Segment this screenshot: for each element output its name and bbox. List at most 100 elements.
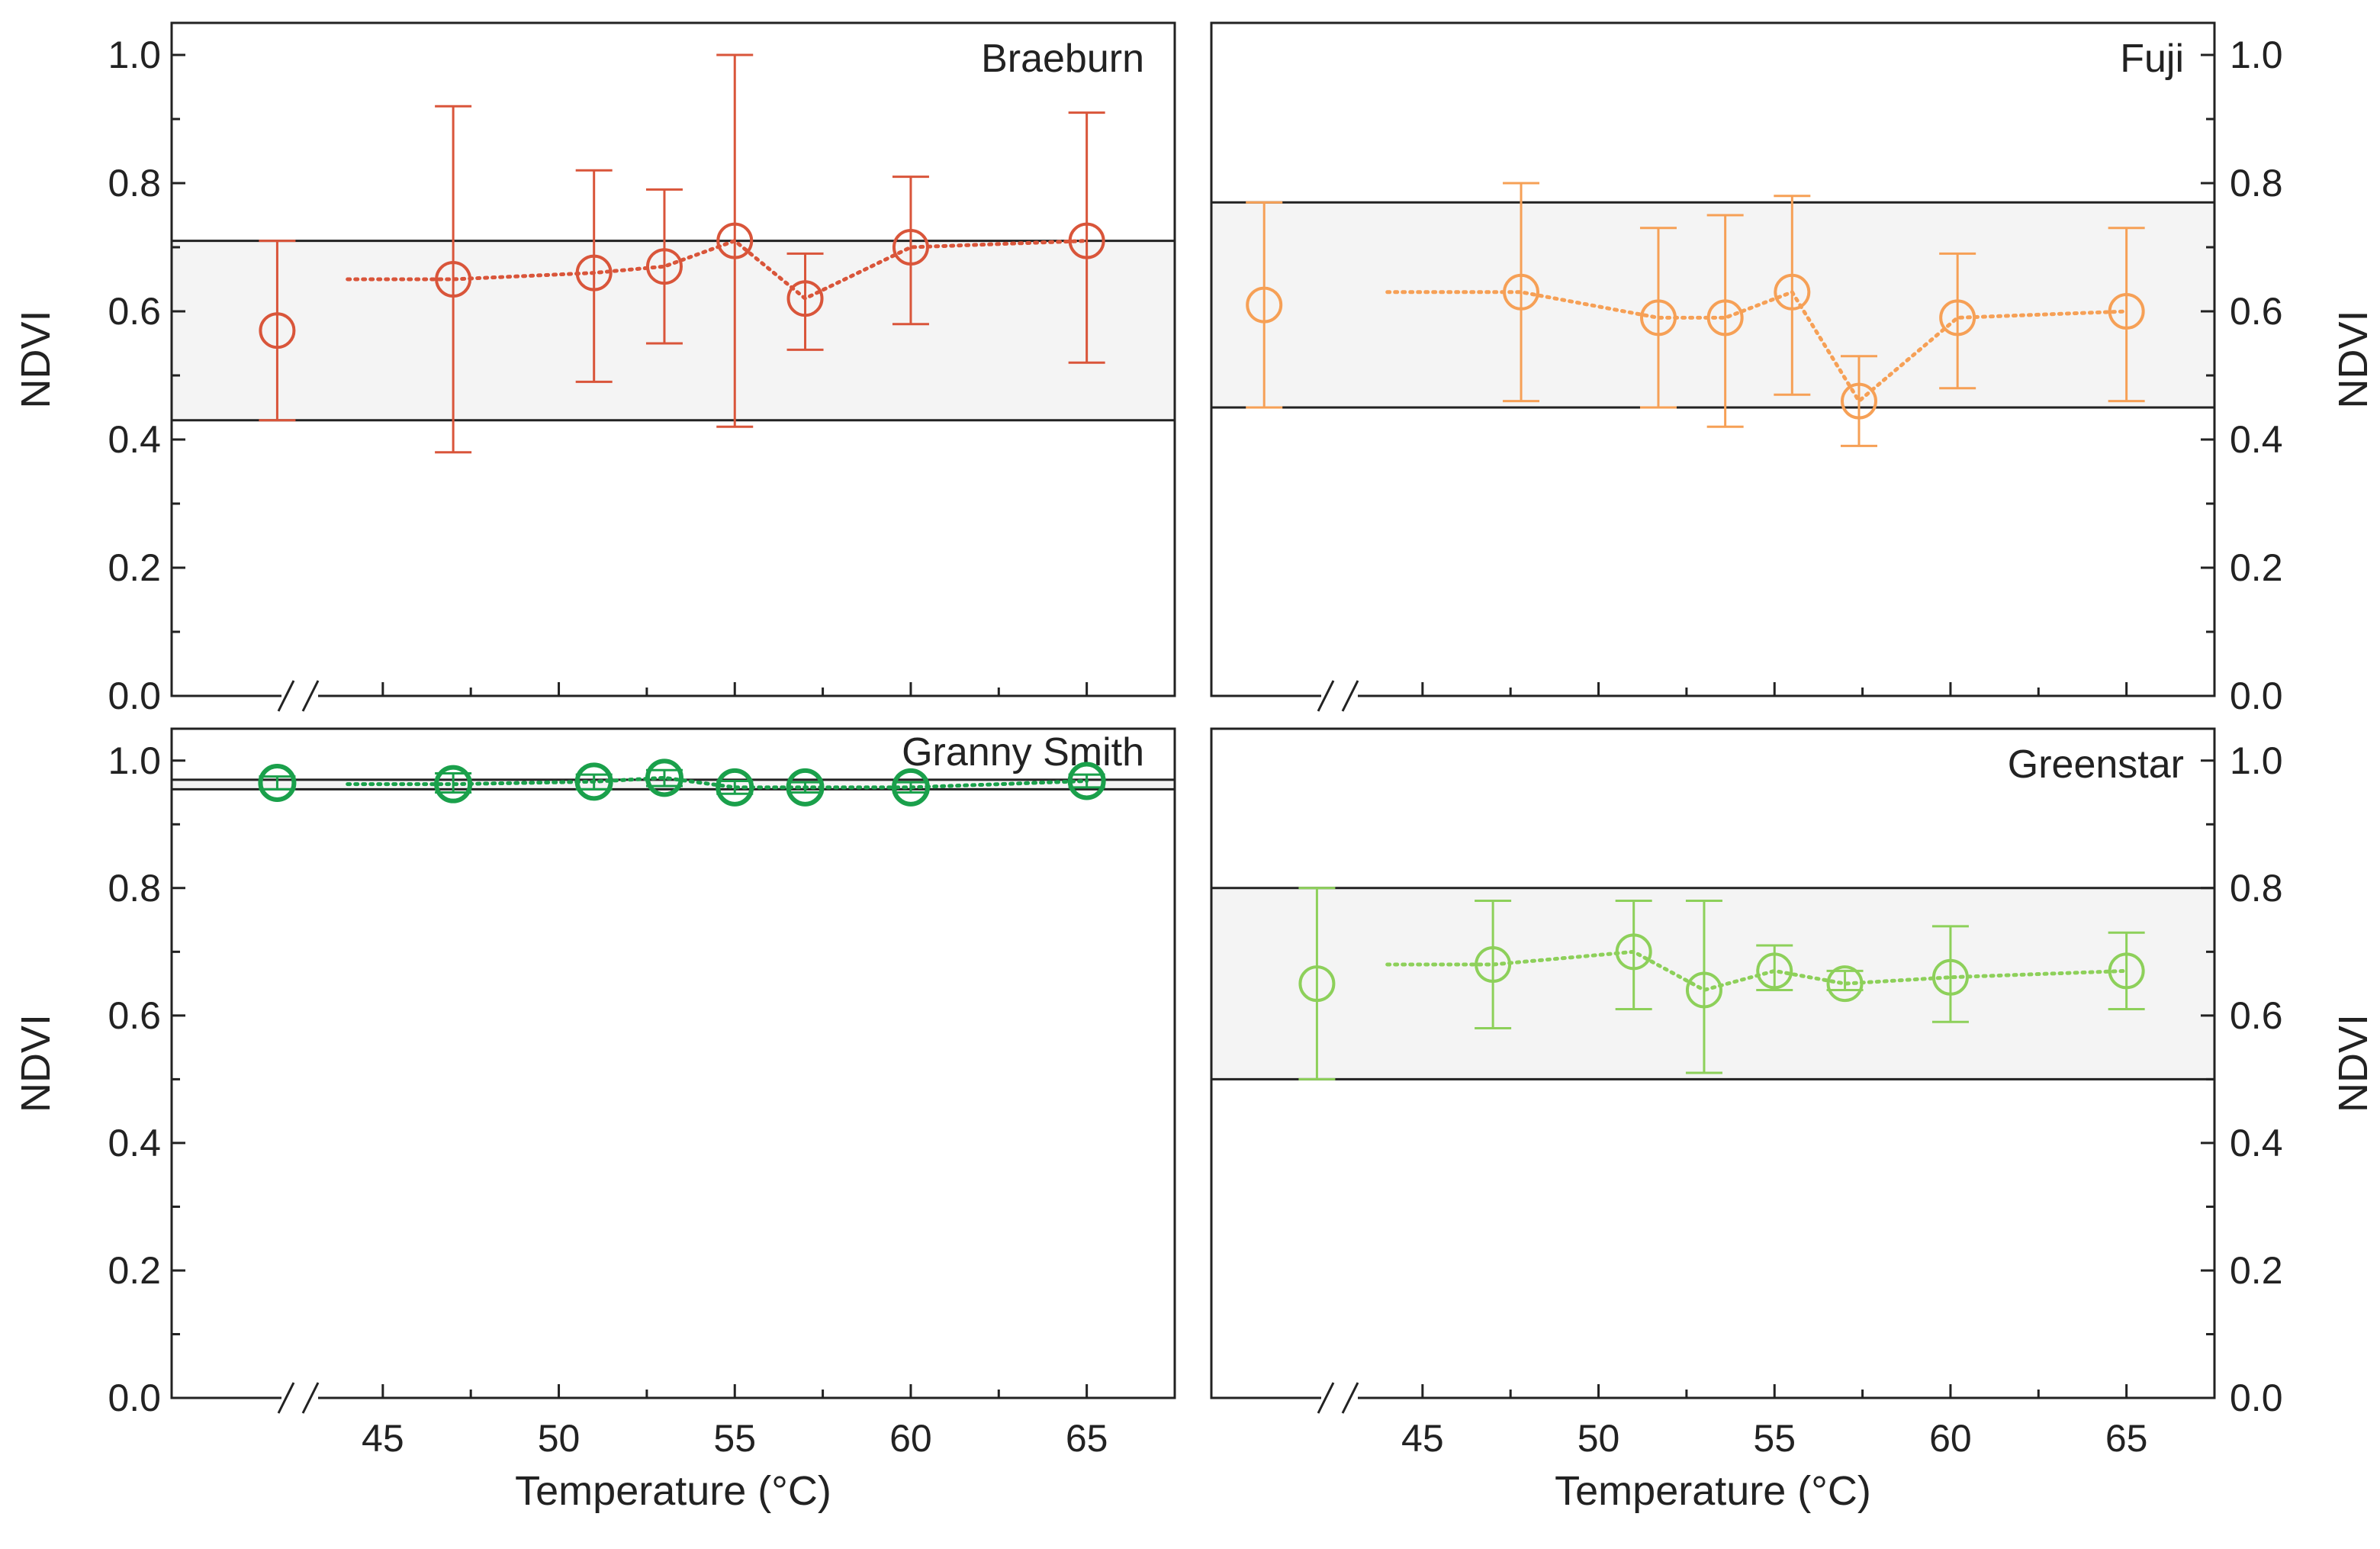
data-point — [716, 768, 754, 807]
axis-break-slash — [277, 1382, 295, 1414]
data-point — [645, 188, 683, 345]
data-point-marker — [1246, 286, 1283, 324]
reference-band — [1211, 887, 2214, 1080]
data-point — [786, 768, 825, 807]
panel-title: Fuji — [2120, 37, 2184, 81]
control-data-point — [258, 763, 297, 802]
plot-frame — [170, 727, 1176, 1399]
x-tick-label: 65 — [2105, 1417, 2148, 1460]
x-tick-label: 45 — [1401, 1417, 1444, 1460]
data-point-marker — [1931, 958, 1969, 996]
y-axis-title: NDVI — [2330, 310, 2376, 408]
data-point — [1685, 900, 1722, 1074]
axis-break-slash — [1317, 680, 1335, 712]
y-tick-label: 0.4 — [2230, 418, 2283, 461]
x-tick-label: 55 — [1753, 1417, 1796, 1460]
y-tick-label: 0.2 — [2230, 546, 2283, 589]
y-axis-title: NDVI — [13, 1014, 59, 1113]
control-data-point — [259, 240, 296, 422]
data-point-marker — [1475, 946, 1512, 984]
data-point-marker — [786, 768, 825, 807]
data-point-marker — [435, 261, 472, 298]
y-tick-label: 0.6 — [2230, 290, 2283, 333]
panel-fuji: 0.0 0.2 0.4 0.6 0.8 1.0 NDVI Fuji — [1210, 21, 2376, 717]
data-point — [1931, 925, 1969, 1023]
y-tick-label: 0.6 — [2230, 994, 2283, 1037]
data-point — [1503, 182, 1540, 403]
axis-break-slash — [1341, 1382, 1359, 1414]
data-point — [574, 762, 613, 801]
y-tick-label: 0.8 — [108, 162, 161, 204]
reference-band — [172, 779, 1175, 790]
data-point-marker — [259, 312, 296, 349]
data-point-marker — [1615, 933, 1652, 971]
y-tick-label: 0.2 — [108, 1249, 161, 1292]
data-point — [1756, 944, 1793, 991]
panel-granny-smith: 0.0 0.2 0.4 0.6 0.8 1.0 NDVI 45 50 55 60 65 Temperat… — [13, 727, 1176, 1514]
plot-frame — [170, 21, 1176, 697]
data-point — [1840, 355, 1877, 447]
y-tick-label: 0.4 — [108, 1122, 161, 1164]
y-tick-label: 0.6 — [108, 290, 161, 333]
y-tick-label: 0.0 — [2230, 1377, 2283, 1419]
x-tick-label: 50 — [1578, 1417, 1620, 1460]
y-tick-label: 0.4 — [108, 418, 161, 461]
data-point — [645, 758, 683, 797]
y-tick-label: 1.0 — [108, 34, 161, 76]
data-point-marker — [258, 763, 297, 802]
data-point — [2108, 931, 2145, 1011]
panel-greenstar: 0.0 0.2 0.4 0.6 0.8 1.0 NDVI 45 50 55 60 65 Temperat… — [1210, 727, 2376, 1514]
y-tick-label: 1.0 — [2230, 739, 2283, 782]
y-tick-label: 0.2 — [2230, 1249, 2283, 1292]
panel-title: Braeburn — [981, 37, 1144, 81]
data-point — [891, 768, 930, 807]
data-point-marker — [891, 768, 930, 807]
axis-break-slash — [301, 1382, 320, 1414]
data-point-marker — [2108, 293, 2145, 330]
series-connector-line — [346, 238, 1089, 301]
data-point — [1826, 965, 1864, 1003]
y-tick-label: 1.0 — [108, 739, 161, 782]
y-tick-label: 1.0 — [2230, 34, 2283, 76]
axis-break-marker — [1317, 1382, 1359, 1414]
series-connector-line — [1385, 289, 2129, 404]
plot-frame — [1210, 21, 2216, 697]
data-point-marker — [716, 768, 754, 807]
data-point-marker — [574, 762, 613, 801]
plot-frame — [1210, 727, 2216, 1399]
data-point-marker — [434, 765, 473, 803]
data-point — [1615, 900, 1652, 1011]
y-tick-label: 0.0 — [108, 675, 161, 717]
series-connector-line — [346, 775, 1089, 790]
panel-title: Granny Smith — [902, 730, 1144, 774]
y-axis-title: NDVI — [13, 310, 59, 408]
x-tick-label: 50 — [538, 1417, 581, 1460]
data-point-marker — [1298, 965, 1336, 1003]
data-point-marker — [1639, 299, 1677, 337]
control-data-point — [1298, 887, 1336, 1080]
control-data-point — [1246, 201, 1283, 409]
panel-title: Greenstar — [2008, 742, 2184, 787]
x-axis-title: Temperature (°C) — [515, 1468, 831, 1514]
y-axis-title: NDVI — [2330, 1014, 2376, 1113]
x-tick-label: 45 — [362, 1417, 404, 1460]
data-point-marker — [1774, 273, 1811, 311]
data-point-marker — [1067, 762, 1106, 800]
axis-break-marker — [1317, 680, 1359, 712]
data-point-marker — [1503, 273, 1540, 311]
x-tick-label: 60 — [1929, 1417, 1972, 1460]
data-point-marker — [2108, 952, 2145, 990]
data-point — [2108, 227, 2145, 403]
x-tick-label: 60 — [889, 1417, 932, 1460]
x-tick-label: 55 — [713, 1417, 756, 1460]
data-point — [434, 765, 473, 803]
y-tick-label: 0.8 — [2230, 867, 2283, 910]
panel-braeburn: 0.0 0.2 0.4 0.6 0.8 1.0 NDVI Braeburn — [13, 21, 1176, 717]
x-tick-label: 65 — [1066, 1417, 1108, 1460]
data-point-marker — [716, 222, 754, 259]
axis-break-slash — [277, 680, 295, 712]
data-point — [786, 252, 824, 351]
data-point-marker — [1068, 222, 1105, 259]
y-tick-label: 0.0 — [2230, 675, 2283, 717]
